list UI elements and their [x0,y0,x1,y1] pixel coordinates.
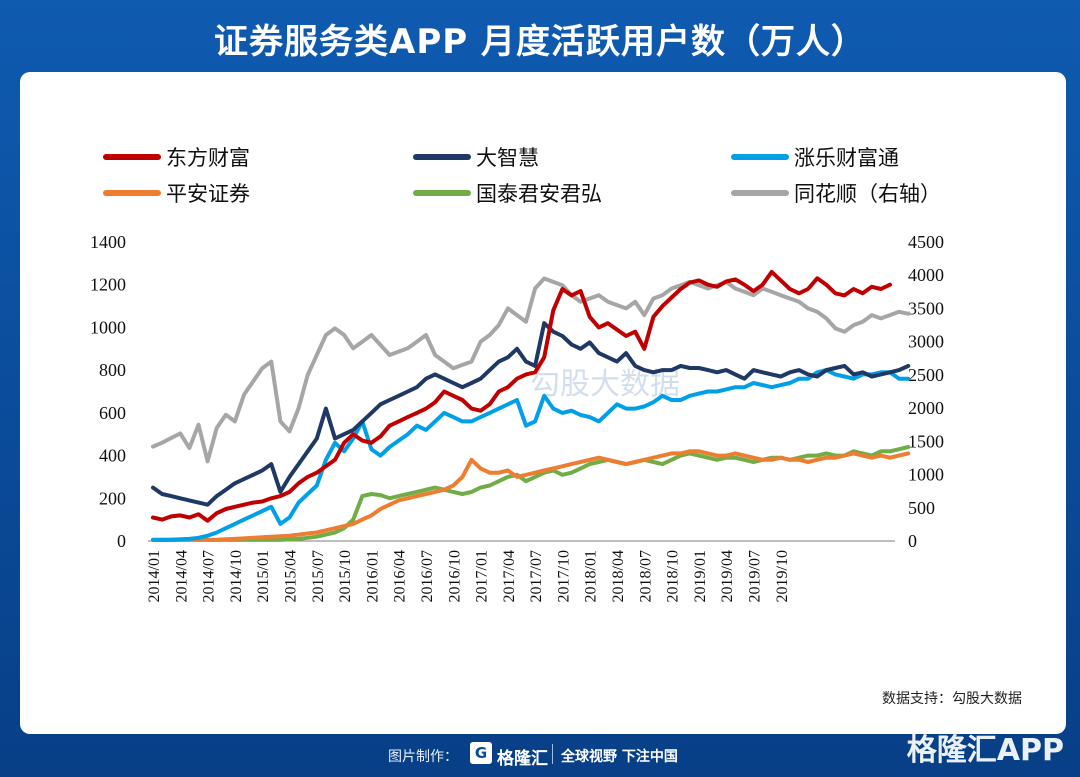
x-tick-label: 2017/01 [474,550,491,602]
footer-slogan: 全球视野 下注中国 [561,749,678,765]
y-left-tick-label: 1400 [90,232,126,252]
y-right-tick-label: 4000 [908,265,944,285]
y-right-tick-label: 3000 [908,332,944,352]
x-tick-label: 2017/07 [528,550,545,602]
y-right-tick-label: 2500 [908,365,944,385]
line-chart: 勾股大数据02004006008001000120014000500100015… [90,146,944,602]
x-tick-label: 2017/10 [555,550,572,602]
legend-label: 东方财富 [166,146,250,170]
x-tick-label: 2019/01 [692,550,709,602]
x-tick-label: 2018/01 [583,550,600,602]
y-right-tick-label: 500 [908,498,935,518]
legend-label: 同花顺（右轴） [794,182,941,206]
y-right-tick-label: 1500 [908,431,944,451]
y-right-tick-label: 4500 [908,232,944,252]
footer-logo-name: 格隆汇 [497,749,548,769]
page-title: 证券服务类APP 月度活跃用户数（万人） [214,22,866,62]
series-line-3 [151,449,911,542]
x-tick-label: 2019/10 [774,550,791,602]
y-right-tick-label: 0 [908,531,917,551]
y-left-tick-label: 600 [99,403,126,423]
y-left-tick-label: 1000 [90,317,126,337]
x-tick-label: 2018/10 [665,550,682,602]
gelonghui-logo-icon: G [470,742,492,764]
legend-label: 平安证券 [166,182,250,206]
footer-bar: 图片制作： G 格隆汇 全球视野 下注中国 [0,740,1080,770]
x-tick-label: 2015/04 [282,550,299,602]
x-tick-label: 2015/07 [310,550,327,602]
y-left-tick-label: 800 [99,360,126,380]
x-tick-label: 2014/04 [173,550,190,602]
x-tick-label: 2016/07 [419,550,436,602]
x-tick-label: 2016/01 [364,550,381,602]
chart-panel: 勾股大数据 0 200 400 600 800 1000 1200 1400 0 500 1000 15… [20,72,1066,734]
y-left-tick-label: 1200 [90,275,126,295]
y-right-tick-label: 1000 [908,465,944,485]
y-left-tick-label: 400 [99,446,126,466]
corner-watermark: 格隆汇APP [906,733,1064,768]
legend-label: 涨乐财富通 [794,146,899,170]
x-tick-label: 2017/04 [501,550,518,602]
series-line-0 [151,269,892,523]
y-right-tick-label: 2000 [908,398,944,418]
series-line-5 [151,276,911,464]
x-tick-label: 2018/07 [637,550,654,602]
x-tick-label: 2014/10 [228,550,245,602]
x-tick-label: 2015/01 [255,550,272,602]
y-right-tick-label: 3500 [908,298,944,318]
x-tick-label: 2015/10 [337,550,354,602]
x-tick-label: 2019/04 [719,550,736,602]
x-tick-label: 2014/01 [146,550,163,602]
legend-label: 大智慧 [476,146,539,170]
x-tick-label: 2014/07 [201,550,218,602]
footer-divider [552,744,553,764]
x-tick-label: 2016/04 [392,550,409,602]
x-tick-label: 2019/07 [747,550,764,602]
data-source-note: 数据支持：勾股大数据 [882,691,1022,707]
series-line-2 [151,368,911,542]
footer-made-by: 图片制作： [388,749,458,765]
y-left-tick-label: 200 [99,488,126,508]
y-left-tick-label: 0 [117,531,126,551]
x-tick-label: 2016/10 [446,550,463,602]
x-tick-label: 2018/04 [610,550,627,602]
legend-label: 国泰君安君弘 [476,182,602,206]
series-line-1 [151,321,911,507]
